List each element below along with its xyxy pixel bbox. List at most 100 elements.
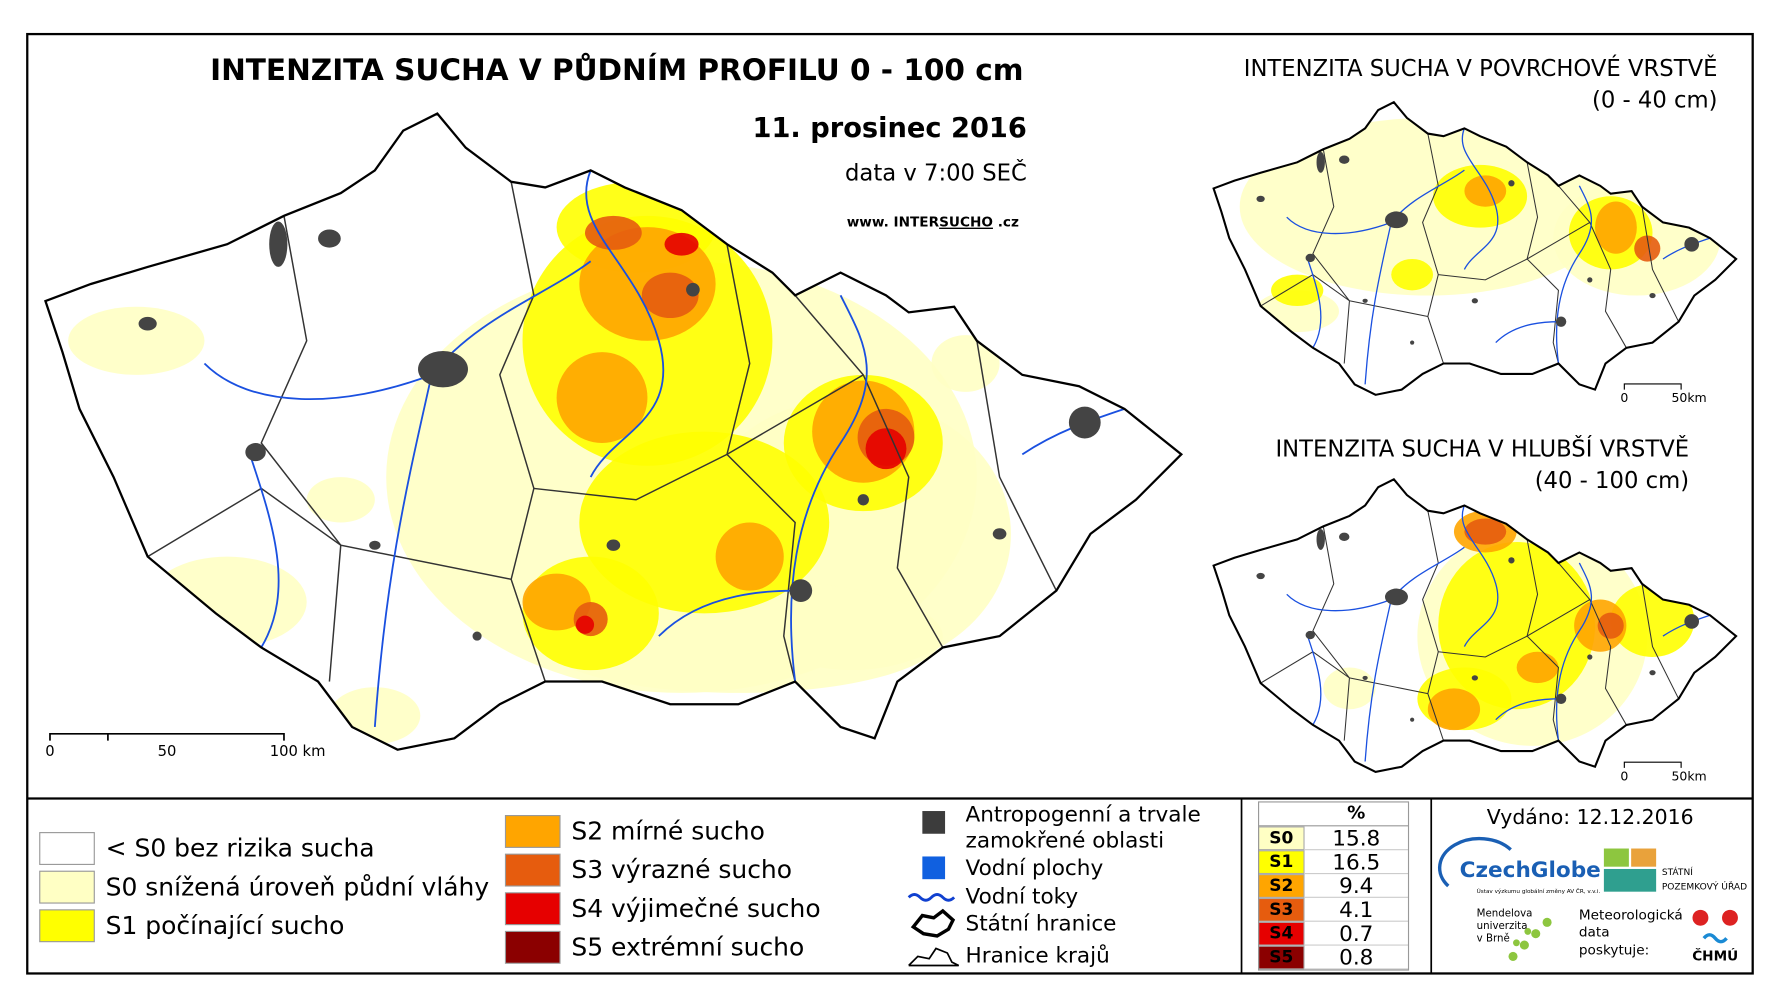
- date: 11. prosinec 2016: [752, 113, 1026, 144]
- legend-label: < S0 bez rizika sucha: [106, 834, 375, 863]
- legend-label: S5 extrémní sucho: [571, 932, 804, 961]
- table-class: S4: [1269, 924, 1293, 944]
- urban-area: [245, 443, 266, 462]
- drought-area: [1427, 688, 1481, 731]
- drought-area: [1634, 235, 1661, 262]
- scale-label: 50km: [1671, 390, 1706, 405]
- drought-area: [664, 232, 699, 256]
- urban-area: [1384, 211, 1408, 229]
- region-border: [1526, 539, 1559, 741]
- state-border: [44, 112, 1184, 751]
- river: [790, 294, 868, 682]
- region-border: [147, 487, 512, 581]
- scale-bar: [1623, 761, 1682, 768]
- region-border: [976, 340, 1058, 591]
- table-class: S0: [1269, 828, 1293, 848]
- urban-area: [472, 631, 482, 641]
- region-border: [499, 181, 546, 682]
- urban-area: [1555, 316, 1567, 327]
- river: [1461, 128, 1499, 270]
- river: [1555, 562, 1593, 741]
- urban-area: [1649, 292, 1656, 299]
- website-highlight: SUCHO: [939, 215, 993, 231]
- river: [1286, 216, 1392, 235]
- icon-river: [907, 893, 956, 902]
- urban-area: [1587, 654, 1593, 660]
- region-border: [1641, 206, 1680, 322]
- urban-area: [1338, 155, 1350, 164]
- table-value: 0.7: [1339, 922, 1373, 947]
- legend-swatch: [504, 853, 561, 887]
- legend-swatch: [504, 815, 561, 848]
- urban-area: [1684, 614, 1700, 629]
- drought-area: [1239, 117, 1616, 296]
- logo-chmu: [1692, 909, 1709, 926]
- logo-spu-text: POZEMKOVÝ ÚŘAD: [1662, 881, 1747, 893]
- logo-meteo: poskytuje:: [1579, 943, 1649, 959]
- urban-area: [606, 539, 621, 551]
- icon-urban: [922, 811, 946, 834]
- logo-mendel-dots: [1508, 917, 1552, 961]
- region-border: [1526, 162, 1559, 364]
- drought-area: [522, 573, 591, 631]
- urban-area: [1316, 151, 1325, 173]
- urban-area: [138, 316, 157, 331]
- urban-area: [1256, 195, 1265, 203]
- region-border: [1438, 221, 1591, 281]
- urban-area: [1305, 630, 1315, 640]
- scale-bar: [49, 732, 285, 741]
- urban-area: [1410, 340, 1415, 345]
- drought-area: [1464, 175, 1507, 207]
- logo-mendel: v Brně: [1477, 932, 1510, 944]
- region-border: [1422, 510, 1444, 741]
- legend-swatch: [39, 870, 95, 904]
- region-border: [1260, 651, 1428, 695]
- drought-area: [715, 522, 784, 591]
- drought-area: [1323, 667, 1376, 710]
- country-map: [1212, 478, 1738, 774]
- drought-area: [1595, 201, 1637, 254]
- region-border: [1438, 599, 1591, 658]
- river: [1307, 635, 1322, 726]
- table-class: S1: [1269, 852, 1293, 872]
- legend-label: Hranice krajů: [966, 943, 1110, 968]
- state-border: [1212, 478, 1738, 774]
- urban-area: [418, 350, 468, 388]
- legend-label: Vodní plochy: [966, 856, 1104, 881]
- logo-spu: [1603, 868, 1657, 892]
- inset-title: INTENZITA SUCHA V POVRCHOVÉ VRSTVĚ: [1244, 54, 1718, 82]
- logo-chmu: [1722, 909, 1738, 926]
- table-header: %: [1347, 802, 1365, 823]
- river: [585, 170, 665, 478]
- urban-area: [1316, 528, 1325, 550]
- table-class: S5: [1269, 948, 1293, 968]
- drought-area: [556, 352, 648, 444]
- scale-label: 0: [1620, 768, 1628, 783]
- region-border: [1641, 583, 1680, 700]
- scale-bar: [1623, 383, 1682, 390]
- website-prefix: www. INTER: [847, 215, 940, 231]
- drought-area: [865, 428, 907, 470]
- website: www. INTERSUCHO .cz: [847, 215, 1019, 231]
- region-border: [1558, 185, 1627, 349]
- urban-area: [1555, 693, 1567, 705]
- drought-area: [68, 306, 205, 375]
- region-border: [1260, 274, 1428, 317]
- legend-swatch: [504, 892, 561, 926]
- region-border: [1312, 526, 1350, 741]
- river: [1364, 599, 1392, 762]
- table-value: 4.1: [1339, 898, 1373, 923]
- logo-spu: [1631, 848, 1657, 867]
- urban-area: [1362, 298, 1368, 303]
- urban-area: [1384, 588, 1408, 606]
- drought-area: [1271, 274, 1324, 307]
- logo-czechglobe-sub: Ústav výzkumu globální změny AV ČR, v.v.…: [1477, 888, 1601, 895]
- logo-spu-text: STÁTNÍ: [1662, 866, 1693, 878]
- logo-meteo: Meteorologická: [1579, 908, 1683, 924]
- urban-area: [1362, 675, 1368, 680]
- urban-area: [269, 221, 288, 267]
- scale-label: 100 km: [270, 743, 326, 760]
- scale-label: 50: [158, 743, 177, 760]
- table-value: 16.5: [1332, 850, 1380, 875]
